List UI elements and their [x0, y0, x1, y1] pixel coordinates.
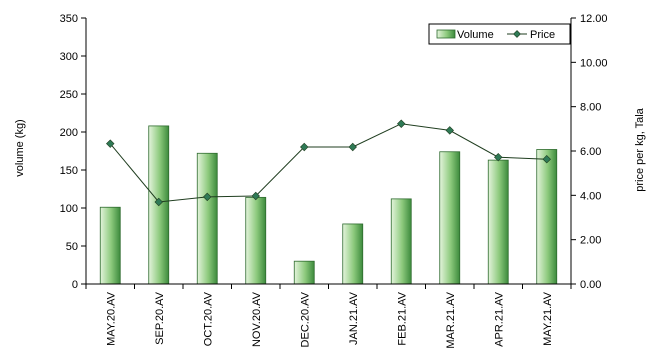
price-marker-8 [445, 126, 454, 135]
y-tick-label: 0 [72, 279, 78, 291]
legend-price-label: Price [530, 29, 555, 41]
x-tick-label: FEB.21.AV [396, 291, 408, 345]
y-tick-label: 50 [66, 241, 78, 253]
legend: Volume Price [428, 23, 571, 45]
volume-bar-5 [293, 260, 315, 285]
y2-axis-title: price per kg, Tala [634, 107, 646, 191]
y-tick-label: 300 [60, 51, 78, 63]
y-tick-label: 200 [60, 127, 78, 139]
price-marker-7 [397, 119, 406, 128]
volume-bar-8 [439, 151, 461, 285]
y-tick-label: 100 [60, 203, 78, 215]
price-line [109, 123, 547, 203]
legend-box [428, 23, 571, 45]
y2-tick-label: 8.00 [580, 102, 601, 114]
volume-bars [99, 125, 558, 285]
x-tick-label: MAY.21.AV [542, 291, 554, 345]
volume-bar-9 [487, 159, 509, 285]
legend-volume-label: Volume [457, 29, 494, 41]
price-marker-4 [251, 191, 260, 201]
price-marker-2 [154, 197, 163, 207]
volume-bar-1 [99, 206, 121, 285]
x-tick-label: SEP.20.AV [154, 291, 166, 344]
price-series [106, 119, 551, 207]
price-marker-1 [106, 139, 115, 148]
y2-tick-label: 12.00 [580, 13, 608, 25]
legend-price-marker [513, 30, 521, 38]
axes: 0 50 100 150 200 250 300 350 0.00 2.00 4.00 6.00 8.0… [60, 13, 608, 291]
y-tick-label: 250 [60, 89, 78, 101]
price-marker-10 [542, 154, 551, 164]
volume-bar-6 [342, 223, 364, 285]
x-tick-label: JAN.21.AV [348, 291, 360, 345]
legend-volume-swatch [436, 29, 456, 39]
y-tick-label: 150 [60, 165, 78, 177]
y2-tick-label: 4.00 [580, 190, 601, 202]
x-tick-label: DEC.20.AV [299, 291, 311, 347]
y2-tick-label: 0.00 [580, 279, 601, 291]
x-tick-labels: MAY.20.AV SEP.20.AV OCT.20.AV NOV.20.AV DEC.… [105, 291, 554, 348]
price-marker-5 [300, 142, 309, 152]
x-tick-label: OCT.20.AV [202, 291, 214, 346]
x-tick-label: MAY.20.AV [105, 291, 117, 345]
x-tick-label: APR.21.AV [493, 291, 505, 346]
x-tick-label: NOV.20.AV [251, 291, 263, 347]
y2-tick-label: 10.00 [580, 57, 608, 69]
y-tick-label: 350 [60, 13, 78, 25]
volume-bar-3 [196, 152, 218, 285]
price-marker-3 [203, 192, 212, 202]
volume-bar-7 [390, 198, 412, 285]
y-axis-title: volume (kg) [14, 119, 26, 176]
volume-bar-4 [245, 196, 267, 285]
y2-tick-label: 2.00 [580, 235, 601, 247]
volume-bar-10 [536, 149, 558, 285]
price-marker-9 [494, 152, 503, 162]
x-tick-label: MAR.21.AV [445, 291, 457, 348]
y2-tick-label: 6.00 [580, 146, 601, 158]
price-marker-6 [348, 142, 357, 152]
